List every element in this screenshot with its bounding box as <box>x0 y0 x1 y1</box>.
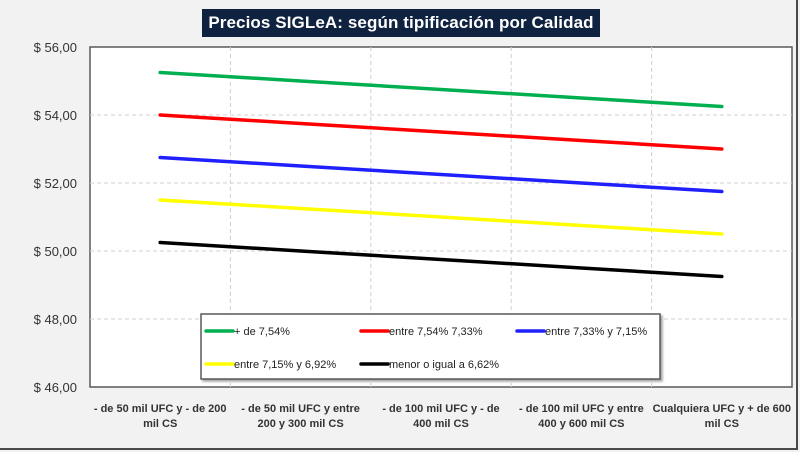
x-tick-label-line: - de 100 mil UFC y entre <box>519 403 644 415</box>
legend-box <box>200 313 661 380</box>
y-tick-label: $ 48,00 <box>34 312 77 327</box>
y-axis-ticks: $ 46,00 $ 48,00 $ 50,00 $ 52,00 $ 54,00 $ 56,… <box>34 40 77 395</box>
y-tick-label: $ 56,00 <box>34 40 77 55</box>
y-tick-label: $ 54,00 <box>34 108 77 123</box>
legend-label: entre 7,15% y 6,92% <box>234 359 336 371</box>
y-tick-label: $ 46,00 <box>34 380 77 395</box>
legend-label: entre 7,33% y 7,15% <box>545 326 647 338</box>
x-tick-label: Cualquiera UFC y + de 600 mil CS <box>653 403 791 430</box>
x-tick-label: - de 100 mil UFC y entre 400 y 600 mil CS <box>519 403 644 430</box>
y-tick-label: $ 50,00 <box>34 244 77 259</box>
series-line <box>158 198 724 236</box>
legend-label: entre 7,54% 7,33% <box>389 326 483 338</box>
x-tick-label-line: - de 50 mil UFC y entre <box>241 403 360 415</box>
x-tick-label-line: 400 mil CS <box>413 418 469 430</box>
x-tick-label-line: mil CS <box>705 418 739 430</box>
x-tick-label-line: mil CS <box>143 418 177 430</box>
x-tick-label-line: 400 y 600 mil CS <box>538 418 624 430</box>
series-line <box>158 240 724 279</box>
chart-title: Precios SIGLeA: según tipificación por C… <box>202 9 600 37</box>
legend: + de 7,54% entre 7,54% 7,33% entre 7,33% y… <box>200 313 661 380</box>
legend-label: menor o igual a 6,62% <box>389 359 499 371</box>
y-tick-label: $ 52,00 <box>34 176 77 191</box>
series-line <box>158 155 724 194</box>
x-tick-label-line: Cualquiera UFC y + de 600 <box>653 403 791 415</box>
x-tick-label-line: - de 50 mil UFC y - de 200 <box>94 403 227 415</box>
series-lines <box>158 70 724 279</box>
x-tick-label-line: - de 100 mil UFC y - de <box>382 403 499 415</box>
x-tick-label: - de 50 mil UFC y entre 200 y 300 mil CS <box>241 403 360 430</box>
x-tick-label: - de 100 mil UFC y - de 400 mil CS <box>382 403 499 430</box>
legend-label: + de 7,54% <box>234 326 290 338</box>
x-tick-label-line: 200 y 300 mil CS <box>257 418 343 430</box>
series-line <box>158 70 724 109</box>
x-axis-ticks: - de 50 mil UFC y - de 200 mil CS- de 50 … <box>94 403 791 430</box>
x-tick-label: - de 50 mil UFC y - de 200 mil CS <box>94 403 227 430</box>
series-line <box>158 113 724 151</box>
